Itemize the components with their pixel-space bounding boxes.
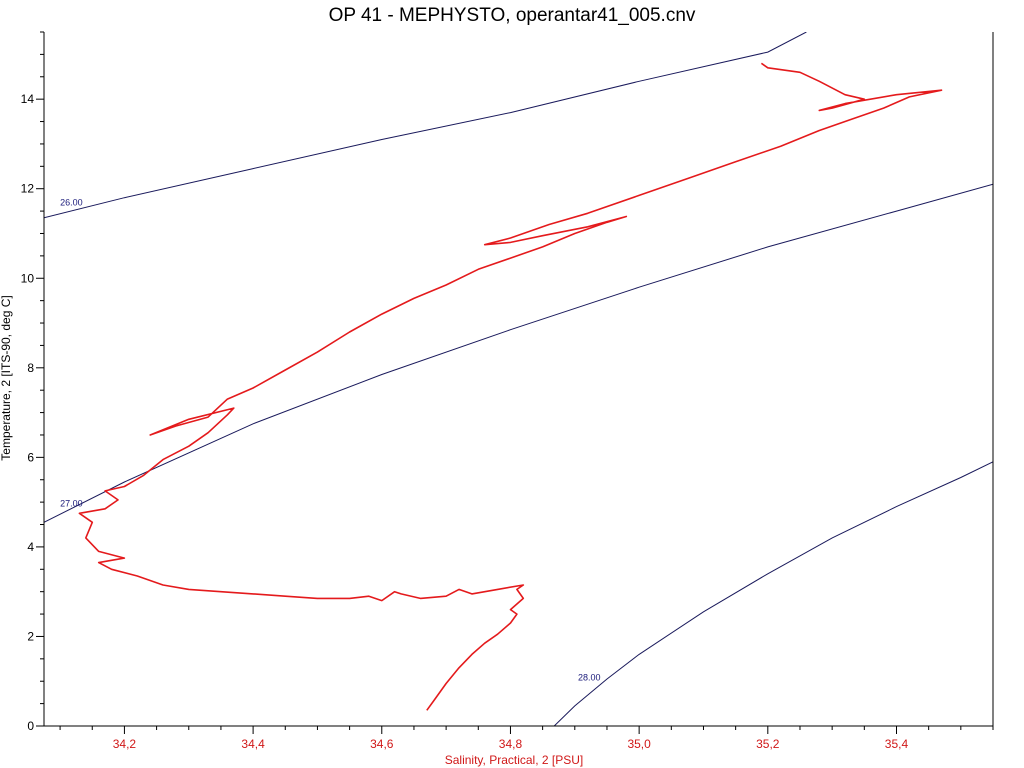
y-tick-label: 10 xyxy=(21,271,35,285)
profile-line xyxy=(78,62,943,711)
isopycnal-label: 27.00 xyxy=(60,499,83,509)
x-tick-label: 34,6 xyxy=(370,737,394,751)
plot-area xyxy=(44,32,993,726)
x-tick-label: 35,0 xyxy=(627,737,651,751)
x-tick-label: 35,2 xyxy=(756,737,780,751)
y-tick-label: 12 xyxy=(21,182,35,196)
isopycnal-line xyxy=(553,461,993,726)
x-tick-label: 34,8 xyxy=(499,737,523,751)
isopycnal-label: 28.00 xyxy=(578,672,601,682)
chart-title: OP 41 - MEPHYSTO, operantar41_005.cnv xyxy=(329,5,696,26)
isopycnal-line xyxy=(44,32,807,219)
axes: 26.00 27.00 28.00 34,2 34,4 34,6 34,8 35,0 35,2 3… xyxy=(21,31,994,751)
isopycnal-line xyxy=(44,183,993,523)
x-axis-label: Salinity, Practical, 2 [PSU] xyxy=(445,753,584,767)
y-tick-label: 14 xyxy=(21,92,35,106)
x-tick-label: 35,4 xyxy=(885,737,909,751)
y-tick-label: 2 xyxy=(27,629,34,643)
isopycnal-lines xyxy=(44,32,993,726)
y-tick-label: 6 xyxy=(27,450,34,464)
y-tick-label: 8 xyxy=(27,361,34,375)
plot-background xyxy=(44,32,993,726)
isopycnal-label: 26.00 xyxy=(60,198,83,208)
y-tick-label: 0 xyxy=(27,719,34,733)
x-tick-label: 34,2 xyxy=(113,737,137,751)
x-tick-label: 34,4 xyxy=(241,737,265,751)
y-tick-label: 4 xyxy=(27,540,34,554)
y-axis-label: Temperature, 2 [ITS-90, deg C] xyxy=(0,295,13,460)
profile-series xyxy=(78,62,943,711)
